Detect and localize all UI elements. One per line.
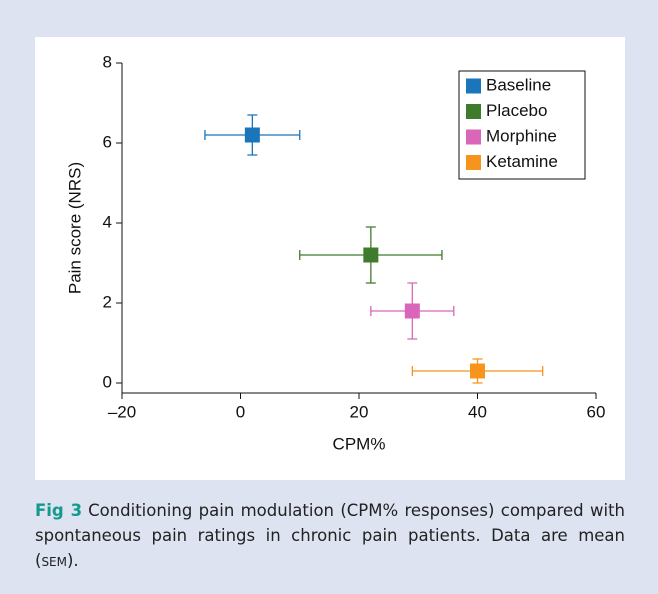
y-tick-label: 4 <box>103 212 112 231</box>
legend-swatch <box>466 104 481 119</box>
marker <box>244 127 260 143</box>
y-tick-label: 6 <box>103 132 112 151</box>
caption: Fig 3 Conditioning pain modulation (CPM% … <box>35 498 625 573</box>
legend-label: Morphine <box>486 126 557 145</box>
legend-label: Placebo <box>486 101 547 120</box>
marker <box>363 247 379 263</box>
legend-label: Baseline <box>486 75 551 94</box>
marker <box>470 363 485 379</box>
x-tick-label: 60 <box>587 402 606 421</box>
caption-end: ). <box>67 551 79 570</box>
y-tick-label: 0 <box>103 372 112 391</box>
legend-label: Ketamine <box>486 152 558 171</box>
y-tick-label: 2 <box>103 292 112 311</box>
legend-swatch <box>466 78 481 94</box>
y-axis-label: Pain score (NRS) <box>65 162 84 294</box>
legend-swatch <box>466 155 481 170</box>
legend-swatch <box>466 129 481 145</box>
x-axis-label: CPM% <box>333 434 386 453</box>
y-tick-label: 8 <box>103 52 112 71</box>
marker <box>404 303 420 319</box>
x-tick-label: 40 <box>468 402 487 421</box>
x-tick-label: –20 <box>108 402 136 421</box>
caption-abbrev: sem <box>41 551 67 570</box>
caption-text: Conditioning pain modulation (CPM% respo… <box>35 501 625 570</box>
x-tick-label: 20 <box>350 402 369 421</box>
x-tick-label: 0 <box>236 402 245 421</box>
caption-label: Fig 3 <box>35 501 83 520</box>
